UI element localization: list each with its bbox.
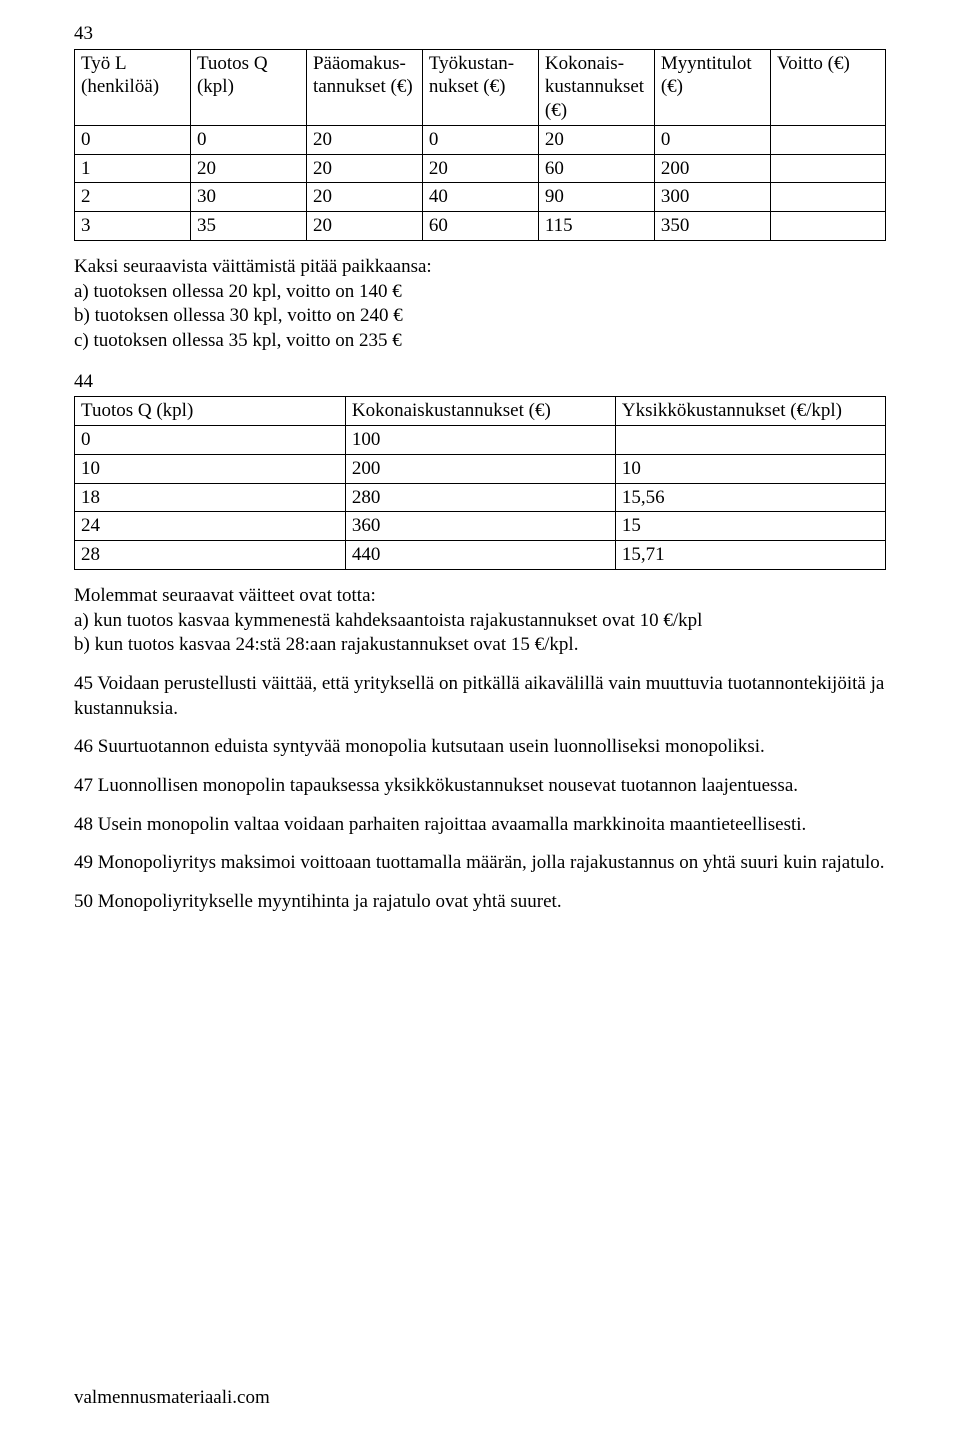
q44-number: 44 <box>74 370 886 395</box>
q43-cell-1-4: 60 <box>538 154 654 183</box>
q44-header-2: Yksikkökustannukset (€/kpl) <box>615 397 885 426</box>
q45-text: 45 Voidaan perustellusti väittää, että y… <box>74 672 886 721</box>
table-row: 2436015 <box>75 512 886 541</box>
table-row: 120202060200 <box>75 154 886 183</box>
table-row: 0100 <box>75 426 886 455</box>
q43-cell-3-6 <box>770 212 885 241</box>
q43-cell-0-1: 0 <box>190 125 306 154</box>
q50-text: 50 Monopoliyritykselle myyntihinta ja ra… <box>74 890 886 915</box>
q43-header-5: Myyntitulot (€) <box>654 49 770 125</box>
q47-text: 47 Luonnollisen monopolin tapauksessa yk… <box>74 774 886 799</box>
q43-cell-3-1: 35 <box>190 212 306 241</box>
q43-cell-3-5: 350 <box>654 212 770 241</box>
q43-header-4: Kokonais-kustannukset (€) <box>538 49 654 125</box>
q44-header-1: Kokonaiskustannukset (€) <box>345 397 615 426</box>
q44-option-b: b) kun tuotos kasvaa 24:stä 28:aan rajak… <box>74 633 886 658</box>
q43-cell-2-6 <box>770 183 885 212</box>
q43-header-2: Pääomakus-tannukset (€) <box>306 49 422 125</box>
q43-intro: Kaksi seuraavista väittämistä pitää paik… <box>74 255 886 280</box>
q44-cell-4-2: 15,71 <box>615 541 885 570</box>
q44-cell-0-1: 100 <box>345 426 615 455</box>
q43-cell-1-1: 20 <box>190 154 306 183</box>
q43-cell-1-0: 1 <box>75 154 191 183</box>
q44-option-a: a) kun tuotos kasvaa kymmenestä kahdeksa… <box>74 609 886 634</box>
q43-table: Työ L (henkilöä)Tuotos Q (kpl)Pääomakus-… <box>74 49 886 241</box>
q43-cell-3-4: 115 <box>538 212 654 241</box>
q43-cell-2-2: 20 <box>306 183 422 212</box>
q44-cell-2-1: 280 <box>345 483 615 512</box>
q44-header-0: Tuotos Q (kpl) <box>75 397 346 426</box>
q43-header-6: Voitto (€) <box>770 49 885 125</box>
q49-text: 49 Monopoliyritys maksimoi voittoaan tuo… <box>74 851 886 876</box>
q43-cell-2-4: 90 <box>538 183 654 212</box>
q43-option-b: b) tuotoksen ollessa 30 kpl, voitto on 2… <box>74 304 886 329</box>
q44-cell-1-0: 10 <box>75 454 346 483</box>
q44-cell-0-0: 0 <box>75 426 346 455</box>
q43-cell-0-0: 0 <box>75 125 191 154</box>
q43-cell-0-6 <box>770 125 885 154</box>
q43-cell-0-3: 0 <box>422 125 538 154</box>
q43-cell-3-2: 20 <box>306 212 422 241</box>
q43-cell-3-3: 60 <box>422 212 538 241</box>
q43-cell-2-5: 300 <box>654 183 770 212</box>
q43-cell-1-3: 20 <box>422 154 538 183</box>
q43-cell-1-5: 200 <box>654 154 770 183</box>
q43-header-3: Työkustan-nukset (€) <box>422 49 538 125</box>
q43-cell-2-0: 2 <box>75 183 191 212</box>
q43-header-0: Työ L (henkilöä) <box>75 49 191 125</box>
q44-cell-4-1: 440 <box>345 541 615 570</box>
q43-cell-0-2: 20 <box>306 125 422 154</box>
q44-cell-3-1: 360 <box>345 512 615 541</box>
q43-option-a: a) tuotoksen ollessa 20 kpl, voitto on 1… <box>74 280 886 305</box>
table-row: 1828015,56 <box>75 483 886 512</box>
q43-cell-1-2: 20 <box>306 154 422 183</box>
q43-cell-0-5: 0 <box>654 125 770 154</box>
q44-cell-3-0: 24 <box>75 512 346 541</box>
q43-cell-2-3: 40 <box>422 183 538 212</box>
q44-intro: Molemmat seuraavat väitteet ovat totta: <box>74 584 886 609</box>
q44-cell-1-2: 10 <box>615 454 885 483</box>
q43-header-1: Tuotos Q (kpl) <box>190 49 306 125</box>
q48-text: 48 Usein monopolin valtaa voidaan parhai… <box>74 813 886 838</box>
q44-cell-3-2: 15 <box>615 512 885 541</box>
table-row: 1020010 <box>75 454 886 483</box>
table-row: 2844015,71 <box>75 541 886 570</box>
q46-text: 46 Suurtuotannon eduista syntyvää monopo… <box>74 735 886 760</box>
q43-cell-2-1: 30 <box>190 183 306 212</box>
q43-cell-1-6 <box>770 154 885 183</box>
q44-table: Tuotos Q (kpl)Kokonaiskustannukset (€)Yk… <box>74 396 886 570</box>
q43-cell-0-4: 20 <box>538 125 654 154</box>
q43-option-c: c) tuotoksen ollessa 35 kpl, voitto on 2… <box>74 329 886 354</box>
q44-cell-1-1: 200 <box>345 454 615 483</box>
q44-cell-4-0: 28 <box>75 541 346 570</box>
q44-cell-0-2 <box>615 426 885 455</box>
table-row: 230204090300 <box>75 183 886 212</box>
page-footer: valmennusmateriaali.com <box>74 1387 270 1409</box>
q43-cell-3-0: 3 <box>75 212 191 241</box>
q44-cell-2-0: 18 <box>75 483 346 512</box>
q44-cell-2-2: 15,56 <box>615 483 885 512</box>
q43-number: 43 <box>74 22 886 47</box>
table-row: 3352060115350 <box>75 212 886 241</box>
table-row: 00200200 <box>75 125 886 154</box>
